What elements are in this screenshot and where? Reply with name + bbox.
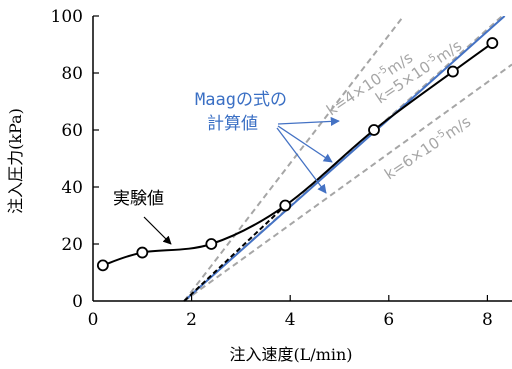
x-tick-label-0: 0 xyxy=(88,310,99,330)
measured-point-3 xyxy=(279,199,292,212)
measured-point-2 xyxy=(205,238,218,250)
measured-arrow xyxy=(143,216,172,245)
calc-label-line1: Maagの式の xyxy=(195,90,287,110)
reference-series-0 xyxy=(183,16,405,302)
x-tick-label-6: 6 xyxy=(383,310,394,330)
x-tick-label-2: 2 xyxy=(186,310,197,330)
extrapolation-series-0 xyxy=(183,204,286,302)
calc-label-line2: 計算値 xyxy=(207,114,258,134)
measured-point-5 xyxy=(446,65,459,78)
x-tick-label-8: 8 xyxy=(482,310,493,330)
y-tick-label-60: 60 xyxy=(61,121,83,141)
measured-point-1 xyxy=(136,246,149,259)
calc-arrow-2 xyxy=(277,125,333,163)
y-tick-label-80: 80 xyxy=(61,64,83,84)
x-tick-label-4: 4 xyxy=(285,310,296,330)
x-axis-title: 注入速度(L/min) xyxy=(229,345,352,364)
reference-series-2 xyxy=(183,63,512,302)
y-tick-label-100: 100 xyxy=(51,7,83,27)
calculated-series-0 xyxy=(183,16,506,302)
y-tick-label-40: 40 xyxy=(61,178,83,198)
measured-point-6 xyxy=(486,37,499,49)
measured-point-0 xyxy=(96,259,109,272)
y-tick-label-0: 0 xyxy=(72,292,83,312)
measured-label: 実験値 xyxy=(113,189,164,209)
measured-point-4 xyxy=(368,124,380,136)
y-tick-label-20: 20 xyxy=(61,235,83,255)
calc-arrow-1 xyxy=(277,116,340,126)
calc-arrow-3 xyxy=(276,127,327,194)
y-axis-title: 注入圧力(kPa) xyxy=(6,108,25,214)
